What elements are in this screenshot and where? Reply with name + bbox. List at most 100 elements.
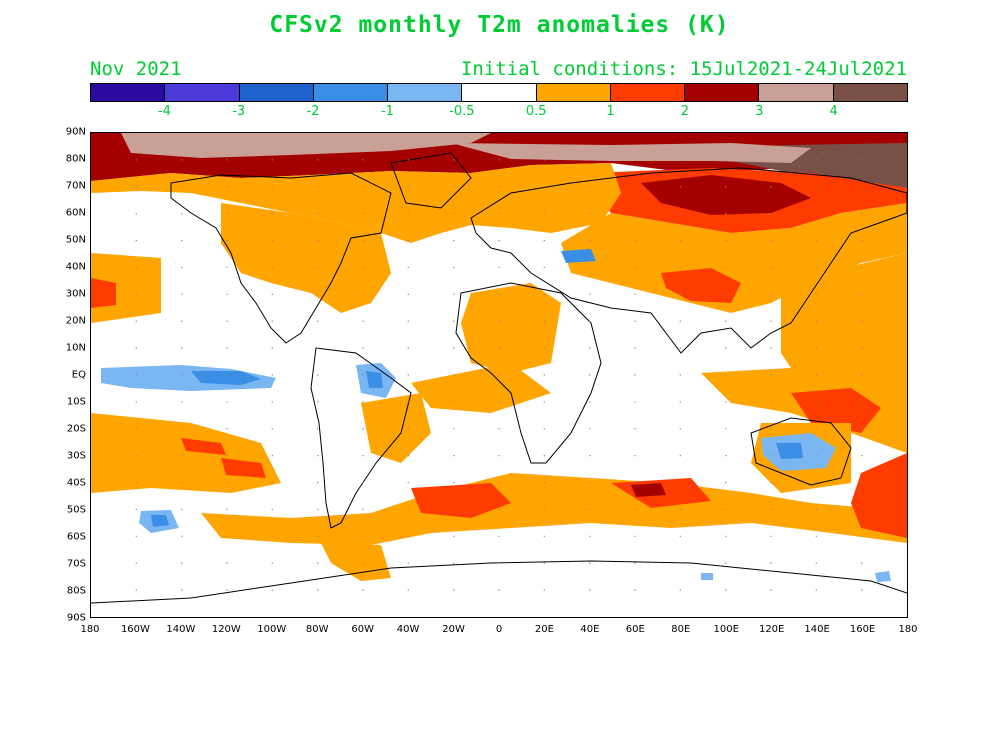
grid-dot [679, 293, 681, 295]
grid-dot [498, 428, 500, 430]
grid-dot [453, 293, 455, 295]
colorbar-cell [239, 84, 314, 101]
grid-dot [135, 508, 137, 511]
grid-dot [770, 481, 772, 484]
north-pacific-red-spot [91, 278, 116, 308]
arctic-pink-band [121, 133, 491, 158]
grid-dot [407, 562, 409, 564]
colorbar-tick-label: 2 [680, 104, 690, 119]
grid-dot [135, 293, 137, 295]
longitude-label: 100W [257, 624, 287, 635]
latitude-label: 40S [66, 477, 86, 489]
longitude-label: 120W [211, 624, 241, 635]
grid-dot [634, 481, 636, 484]
grid-dot [815, 320, 817, 322]
colorbar-cell [165, 84, 240, 101]
grid-dot [679, 374, 681, 376]
grid-dot [135, 320, 137, 322]
grid-dot [543, 589, 545, 591]
grid-dot [770, 455, 772, 457]
grid-dot [407, 186, 409, 188]
grid-dot [815, 293, 817, 295]
grid-dot [135, 374, 137, 376]
longitude-label: 140E [804, 624, 830, 635]
grid-dot [271, 320, 273, 322]
grid-dot [725, 159, 727, 161]
latitude-label: 80S [66, 585, 86, 597]
grid-dot [543, 347, 545, 349]
colorbar-cell [610, 84, 686, 101]
grid-dot [135, 401, 137, 403]
grid-dot [589, 266, 591, 269]
grid-dot [226, 535, 228, 537]
grid-dot [725, 401, 727, 403]
grid-dot [135, 562, 137, 564]
grid-dot [226, 562, 228, 564]
grid-dot [135, 213, 137, 215]
grid-dot [362, 266, 364, 269]
grid-dot [271, 481, 273, 484]
longitude-label: 100E [713, 624, 739, 635]
grid-dot [317, 428, 319, 430]
grid-dot [725, 213, 727, 215]
grid-dot [679, 508, 681, 511]
grid-dot [770, 213, 772, 215]
grid-dot [861, 239, 863, 242]
grid-dot [770, 508, 772, 511]
grid-dot [271, 186, 273, 188]
australia-outline [750, 417, 852, 486]
grid-dot [861, 374, 863, 376]
grid-dot [181, 239, 183, 242]
grid-dot [362, 159, 364, 161]
grid-dot [317, 508, 319, 511]
colorbar-cell [759, 84, 834, 101]
grid-dot [815, 266, 817, 269]
grid-dot [135, 347, 137, 349]
south-pacific-red-streak-2 [221, 458, 266, 478]
southern-ocean-dark-red [631, 483, 666, 497]
latitude-label: 10N [65, 342, 86, 354]
grid-dot [679, 401, 681, 403]
antarctic-coast-orange [321, 543, 391, 581]
grid-dot [226, 428, 228, 430]
grid-dot [226, 159, 228, 161]
grid-dot [317, 589, 319, 591]
grid-dot [589, 320, 591, 322]
grid-dot [407, 535, 409, 537]
grid-dot [135, 481, 137, 484]
grid-dot [317, 213, 319, 215]
grid-dot [543, 508, 545, 511]
longitude-label: 20W [442, 624, 465, 635]
grid-dot [181, 589, 183, 591]
asia-orange-region [561, 203, 907, 313]
grid-dot [226, 213, 228, 215]
grid-dot [634, 401, 636, 403]
ross-sea-blue-spot [875, 571, 891, 582]
grid-dot [407, 508, 409, 511]
grid-dot [543, 213, 545, 215]
grid-dot [861, 508, 863, 511]
latitude-label: 20N [65, 315, 86, 327]
grid-dot [362, 347, 364, 349]
grid-dot [543, 401, 545, 403]
grid-dot [453, 239, 455, 242]
grid-dot [498, 562, 500, 564]
grid-dot [770, 374, 772, 376]
grid-dot [634, 320, 636, 322]
north-orange-band [91, 163, 621, 243]
grid-dot [815, 562, 817, 564]
grid-dot [453, 374, 455, 376]
grid-dot [362, 186, 364, 188]
grid-dot [815, 401, 817, 403]
grid-dot [135, 186, 137, 188]
grid-dot [407, 374, 409, 376]
grid-dot [407, 320, 409, 322]
southern-ocean-orange [201, 473, 907, 545]
grid-dot [181, 455, 183, 457]
latitude-label: 30N [65, 288, 86, 300]
grid-dot [407, 266, 409, 269]
grid-dot [543, 239, 545, 242]
grid-dot [589, 562, 591, 564]
grid-dot [543, 293, 545, 295]
grid-dot [543, 266, 545, 269]
